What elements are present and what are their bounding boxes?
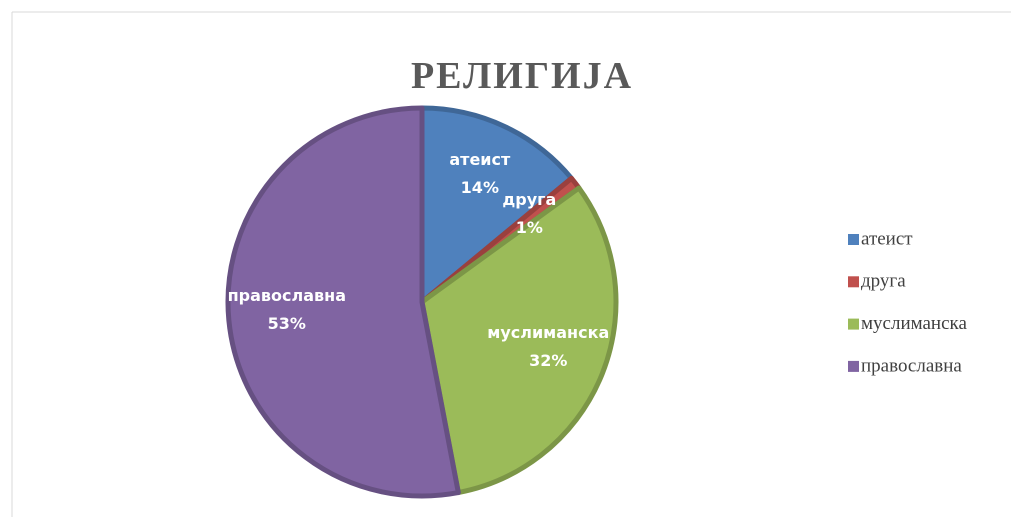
legend-swatch: [848, 234, 859, 245]
data-label-value: 1%: [516, 218, 543, 237]
data-label-category: муслиманска: [487, 323, 609, 342]
legend-swatch: [848, 276, 859, 288]
legend-label: друга: [861, 271, 906, 292]
pie-slice: [419, 105, 574, 305]
pie-slice: [419, 185, 619, 496]
legend-swatch: [848, 360, 859, 372]
legend-label: атеист: [861, 228, 913, 249]
legend-swatch: [848, 318, 859, 330]
data-label-category: друга: [502, 190, 556, 209]
legend-label: православна: [861, 355, 962, 376]
data-label-category: атеист: [449, 150, 511, 169]
pie-slice: [225, 105, 461, 499]
data-label-value: 14%: [461, 178, 499, 197]
data-label-value: 53%: [268, 314, 306, 333]
data-label-value: 32%: [529, 351, 567, 370]
data-label-category: православна: [228, 286, 346, 305]
legend-label: муслиманска: [861, 313, 967, 334]
chart-title: РЕЛИГИЈА: [411, 55, 633, 97]
